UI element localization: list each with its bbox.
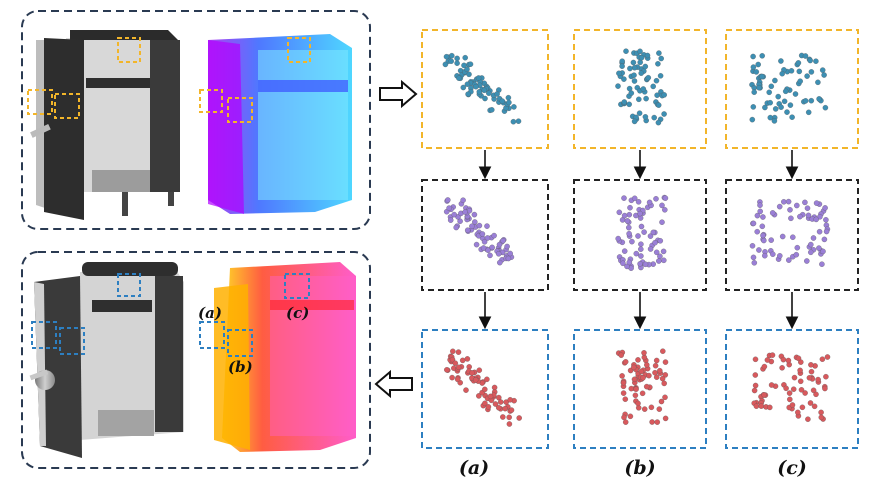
yellow-box-top-latch	[54, 93, 80, 119]
blue-box-pc-bottom-corner	[284, 273, 310, 299]
column-label-a: (a)	[459, 457, 489, 479]
patch-box-input-a	[421, 29, 549, 149]
label-pc-b: (b)	[228, 358, 253, 376]
point-patch-output-b	[615, 348, 669, 425]
patch-box-output-a	[421, 329, 549, 449]
point-patch-intermediate-b	[615, 194, 669, 271]
point-patch-input-a	[442, 52, 522, 125]
column-label-c: (c)	[777, 457, 807, 479]
point-patch-output-a	[444, 348, 522, 427]
safe-model-top	[30, 30, 180, 220]
patch-box-output-b	[573, 329, 707, 449]
label-pc-a: (a)	[198, 304, 222, 322]
patch-box-intermediate-a	[421, 179, 549, 291]
blue-box-pc-bottom-hinge	[199, 321, 225, 349]
arrow-left-icon	[374, 369, 413, 399]
blue-box-bottom-hinge	[31, 321, 57, 349]
bottom-output-panel	[21, 251, 371, 469]
point-patch-input-b	[615, 48, 667, 126]
patch-box-intermediate-b	[573, 179, 707, 291]
blue-box-bottom-corner	[117, 273, 141, 297]
blue-box-bottom-latch	[59, 327, 85, 355]
yellow-box-pc-top-hinge	[199, 89, 223, 113]
column-label-b: (b)	[624, 457, 655, 479]
point-cloud-bottom	[214, 262, 356, 452]
point-patch-input-c	[749, 52, 829, 124]
arrow-right-icon	[379, 79, 418, 109]
yellow-box-top-corner	[117, 37, 141, 63]
point-patch-intermediate-a	[443, 197, 515, 266]
point-patch-intermediate-c	[749, 198, 831, 267]
patch-box-output-c	[725, 329, 859, 449]
point-patch-output-c	[751, 352, 831, 422]
yellow-box-pc-top-latch	[227, 97, 253, 123]
yellow-box-pc-top-corner	[287, 37, 311, 63]
label-pc-c: (c)	[286, 304, 309, 322]
patch-box-input-c	[725, 29, 859, 149]
blue-box-pc-bottom-latch	[227, 329, 253, 357]
yellow-box-top-hinge	[27, 89, 53, 115]
point-cloud-top	[208, 34, 352, 214]
patch-box-intermediate-c	[725, 179, 859, 291]
patch-box-input-b	[573, 29, 707, 149]
safe-model-bottom	[29, 262, 184, 458]
top-input-panel	[21, 10, 371, 230]
